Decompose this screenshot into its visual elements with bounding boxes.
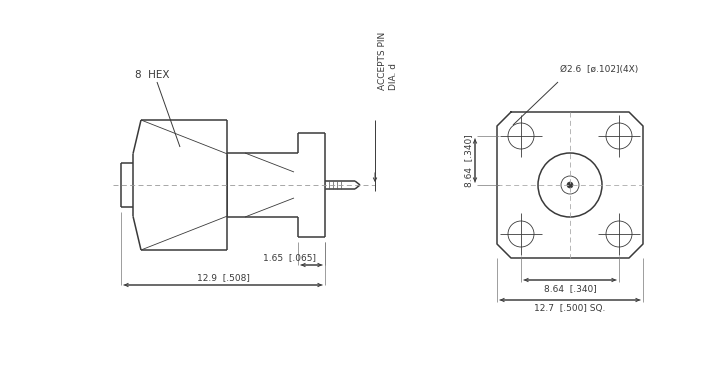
Text: 8  HEX: 8 HEX [135,70,169,80]
Text: 1.65  [.065]: 1.65 [.065] [263,253,316,262]
Text: 8.64  [.340]: 8.64 [.340] [464,134,473,187]
Text: 12.7  [.500] SQ.: 12.7 [.500] SQ. [534,304,606,313]
Text: DIA. d: DIA. d [389,63,398,90]
Text: 8.64  [.340]: 8.64 [.340] [544,284,596,293]
Text: ACCEPTS PIN: ACCEPTS PIN [378,32,387,90]
Text: 12.9  [.508]: 12.9 [.508] [197,273,249,282]
Circle shape [567,182,573,188]
Text: Ø2.6  [ø.102](4X): Ø2.6 [ø.102](4X) [560,65,638,74]
